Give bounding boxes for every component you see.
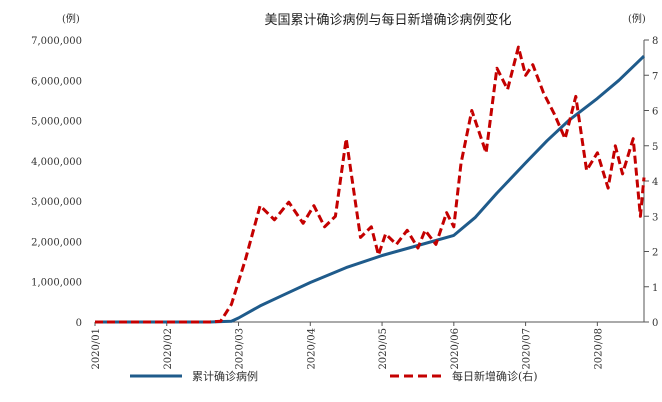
y-left-tick-label: 0 bbox=[76, 318, 82, 329]
y-right-tick-label: 4 bbox=[652, 177, 658, 188]
y-left-tick-label: 3,000,000 bbox=[31, 197, 82, 208]
right-axis-unit: (例) bbox=[628, 12, 646, 25]
x-tick-label: 2020/06 bbox=[450, 328, 461, 370]
y-left-tick-label: 1,000,000 bbox=[31, 278, 82, 289]
y-right-tick-label: 2 bbox=[652, 248, 658, 259]
x-tick-label: 2020/04 bbox=[306, 328, 317, 370]
y-left-tick-label: 7,000,000 bbox=[31, 36, 82, 47]
y-right-tick-label: 6 bbox=[652, 107, 658, 118]
y-left-tick-label: 5,000,000 bbox=[31, 117, 82, 128]
series-line-cumulative bbox=[95, 55, 646, 324]
series-line-daily bbox=[95, 45, 646, 324]
legend-label-daily: 每日新增确诊(右) bbox=[452, 369, 538, 383]
y-left-tick-label: 6,000,000 bbox=[31, 76, 82, 87]
y-right-tick-label: 0 bbox=[652, 318, 658, 329]
x-tick-label: 2020/05 bbox=[378, 328, 389, 370]
legend-label-cumulative: 累计确诊病例 bbox=[192, 369, 258, 383]
y-right-tick-label: 1 bbox=[652, 283, 658, 294]
x-tick-label: 2020/01 bbox=[91, 328, 102, 370]
legend: 累计确诊病例 每日新增确诊(右) bbox=[130, 369, 538, 383]
y-left-tick-label: 2,000,000 bbox=[31, 237, 82, 248]
x-tick-label: 2020/03 bbox=[235, 328, 246, 370]
left-axis-unit: (例) bbox=[62, 12, 80, 25]
y-right-tick-label: 7 bbox=[652, 71, 658, 82]
chart-title: 美国累计确诊病例与每日新增确诊病例变化 bbox=[264, 12, 511, 28]
x-tick-label: 2020/02 bbox=[163, 328, 174, 370]
y-right-tick-label: 8 bbox=[652, 36, 658, 47]
x-tick-label: 2020/07 bbox=[522, 328, 533, 370]
y-right-tick-label: 3 bbox=[652, 212, 658, 223]
x-tick-label: 2020/08 bbox=[593, 328, 604, 370]
left-axis-ticks: 0 1,000,000 2,000,000 3,000,000 4,000,000 5,0… bbox=[31, 36, 82, 329]
series-layer bbox=[95, 45, 646, 324]
x-axis-ticks: 2020/01 2020/02 2020/03 2020/04 2020/05 2020/… bbox=[91, 322, 604, 370]
y-right-tick-label: 5 bbox=[652, 142, 658, 153]
right-axis-ticks: 0 1 2 3 4 5 6 7 8 bbox=[644, 36, 658, 329]
y-left-tick-label: 4,000,000 bbox=[31, 157, 82, 168]
